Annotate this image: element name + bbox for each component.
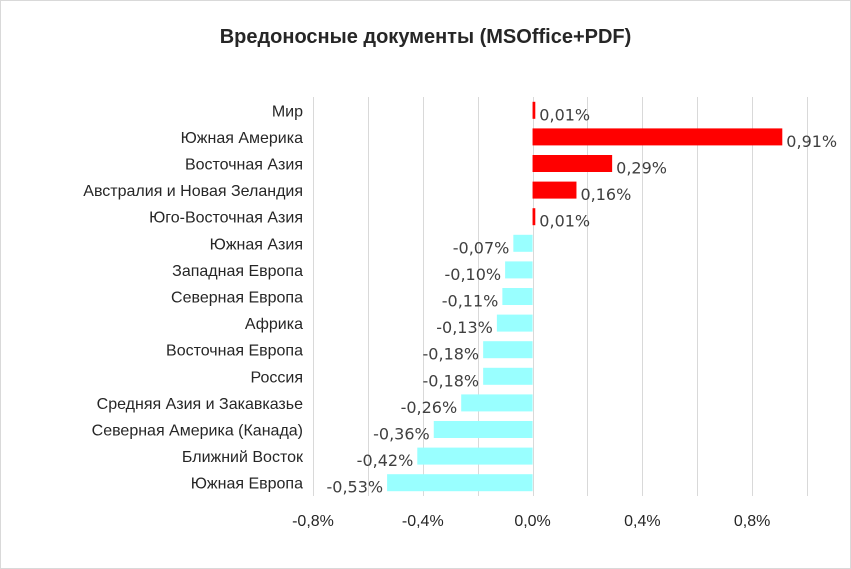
bar (532, 181, 577, 199)
category-label: Южная Америка (181, 130, 303, 147)
x-tick-label: -0,4% (402, 513, 444, 530)
bar (505, 261, 533, 279)
bar (433, 421, 533, 438)
category-label: Восточная Европа (166, 343, 303, 360)
data-label: 0,01% (539, 212, 590, 231)
category-label: Восточная Азия (185, 157, 303, 174)
category-label: Юго-Восточная Азия (149, 210, 303, 227)
x-tick-label: 0,4% (624, 513, 660, 530)
data-label: -0,53% (326, 478, 383, 497)
bars (387, 101, 783, 492)
data-label: 0,01% (539, 105, 590, 124)
bar (532, 101, 536, 119)
category-label: Мир (272, 103, 303, 120)
data-label: 0,16% (580, 185, 631, 204)
data-label: -0,26% (401, 398, 458, 417)
category-label: Южная Азия (210, 236, 303, 253)
bar (387, 474, 533, 492)
bar (532, 128, 783, 146)
category-label: Австралия и Новая Зеландия (83, 183, 303, 200)
category-label: Средняя Азия и Закавказье (97, 396, 303, 413)
chart-title: Вредоносные документы (MSOffice+PDF) (219, 26, 632, 48)
bar (496, 314, 533, 332)
category-label: Южная Европа (191, 476, 303, 493)
bar (502, 288, 533, 305)
data-labels: 0,01% 0,91% 0,29% 0,16% 0,01% -0,07% -0,10% -0,… (326, 105, 837, 496)
bar (513, 234, 533, 252)
x-tick-label: 0,0% (514, 513, 550, 530)
category-label: Ближний Восток (182, 449, 304, 466)
category-label: Россия (251, 369, 303, 386)
category-label: Северная Европа (171, 290, 303, 307)
x-tick-label: -0,8% (292, 513, 334, 530)
x-tick-labels: -0,8% -0,4% 0,0% 0,4% 0,8% (292, 513, 770, 530)
bar (461, 394, 533, 412)
category-label: Африка (245, 316, 303, 333)
category-label: Северная Америка (Канада) (92, 423, 303, 440)
data-label: -0,11% (442, 292, 499, 311)
category-labels: Мир Южная Америка Восточная Азия Австралия … (83, 103, 304, 492)
bar (532, 155, 613, 172)
data-label: 0,29% (616, 159, 667, 178)
data-label: -0,18% (423, 345, 480, 364)
x-tick-label: 0,8% (734, 513, 770, 530)
bar (483, 341, 533, 359)
bar (532, 208, 536, 226)
bar (417, 447, 533, 465)
category-label: Западная Европа (172, 263, 303, 280)
data-label: -0,10% (445, 265, 502, 284)
data-label: -0,18% (423, 371, 480, 390)
bar (483, 367, 533, 385)
data-label: -0,36% (373, 425, 430, 444)
data-label: 0,91% (786, 132, 837, 151)
data-label: -0,42% (357, 451, 414, 470)
data-label: -0,07% (453, 238, 510, 257)
data-label: -0,13% (436, 318, 493, 337)
